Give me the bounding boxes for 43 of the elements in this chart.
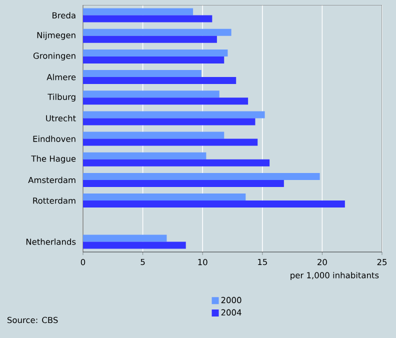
bar (83, 194, 246, 201)
bar (83, 15, 212, 22)
x-tick-label: 5 (140, 258, 145, 266)
bar (83, 49, 228, 56)
source-note: Source: CBS (8, 316, 58, 324)
y-tick-label: Almere (46, 74, 76, 80)
y-tick-label: Breda (52, 12, 76, 18)
bar (83, 90, 220, 98)
bar (83, 159, 270, 166)
bar (83, 28, 232, 36)
y-tick-label: Eindhoven (33, 136, 76, 142)
bar (83, 132, 224, 139)
y-tick-label: Utrecht (46, 115, 76, 122)
x-tick-label: 25 (377, 258, 387, 266)
y-tick-label: Netherlands (26, 238, 76, 245)
bar (83, 56, 224, 64)
bar (83, 138, 258, 146)
bar (83, 111, 265, 118)
bar (83, 70, 202, 78)
x-tick-label: 15 (258, 258, 267, 266)
y-tick-label: Rotterdam (33, 197, 76, 204)
x-tick-label: 0 (80, 258, 86, 266)
bar (83, 200, 345, 208)
legend-label: 2004 (221, 309, 242, 316)
x-tick-label: 10 (198, 258, 208, 266)
bar (83, 118, 256, 126)
y-tick-label: Amsterdam (28, 176, 76, 184)
y-tick-label: Groningen (33, 52, 76, 60)
x-axis-title: per 1,000 inhabitants (290, 272, 379, 280)
bar (83, 8, 194, 16)
bar (83, 172, 320, 180)
bar (83, 242, 186, 249)
y-tick-label: The Hague (31, 155, 76, 164)
bar (83, 36, 217, 43)
x-tick-label: 20 (318, 258, 327, 266)
bar (83, 77, 236, 84)
legend-label: 2000 (221, 296, 242, 304)
bar (83, 234, 167, 242)
bar (83, 152, 206, 160)
bar (83, 180, 284, 187)
bar (83, 98, 248, 105)
y-tick-label: Nijmegen (37, 32, 76, 40)
y-tick-label: Tilburg (48, 94, 76, 102)
